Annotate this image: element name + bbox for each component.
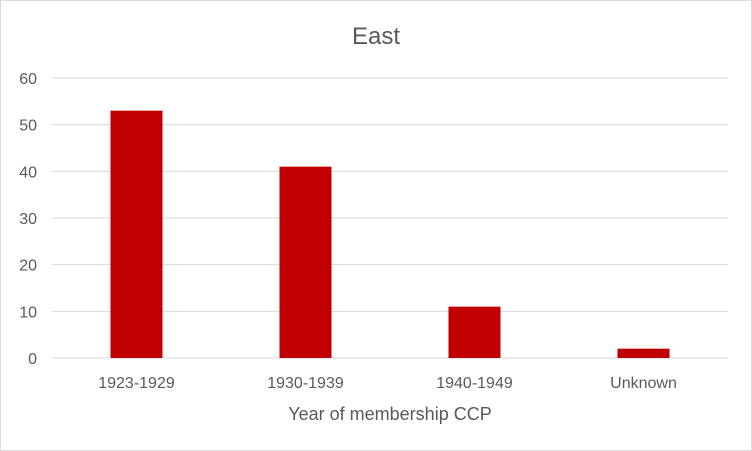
x-tick-label: Unknown [610,375,677,392]
x-axis-tick-labels: 1923-1929 1930-1939 1940-1949 Unknown [98,375,677,392]
y-tick-label: 20 [19,258,37,275]
y-tick-label: 10 [19,304,37,321]
y-tick-label: 50 [19,118,37,135]
y-tick-label: 60 [19,71,37,88]
gridlines [52,77,728,359]
x-axis-title: Year of membership CCP [288,404,491,424]
x-tick-label: 1923-1929 [98,375,175,392]
bar-2 [448,306,501,358]
y-tick-label: 40 [19,164,37,181]
y-axis-tick-labels: 0 10 20 30 40 50 60 [19,71,37,368]
y-tick-label: 0 [28,351,37,368]
bar-0 [110,110,163,359]
x-tick-label: 1940-1949 [436,375,513,392]
bar-3 [617,348,670,358]
bars [110,110,670,359]
y-tick-label: 30 [19,211,37,228]
chart-title: East [352,23,400,50]
bar-1 [279,166,332,358]
x-tick-label: 1930-1939 [267,375,344,392]
